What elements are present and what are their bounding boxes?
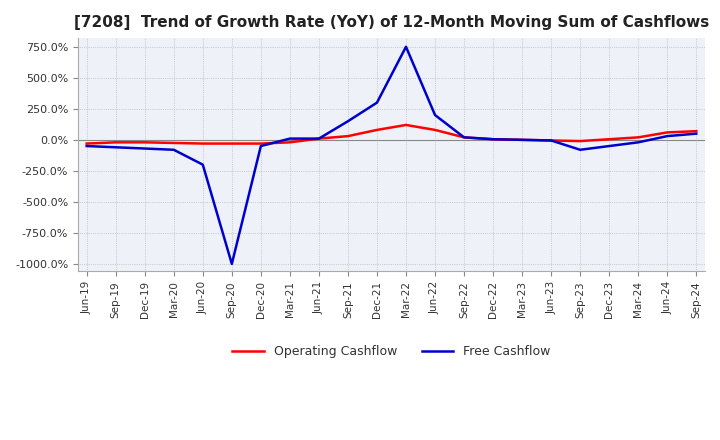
Free Cashflow [634, 139, 642, 145]
Free Cashflow [546, 138, 555, 143]
Operating Cashflow [286, 139, 294, 145]
Free Cashflow [489, 136, 498, 142]
Operating Cashflow [228, 141, 236, 146]
Operating Cashflow [605, 136, 613, 142]
Operating Cashflow [343, 133, 352, 139]
Operating Cashflow [489, 136, 498, 142]
Operating Cashflow [140, 139, 149, 145]
Operating Cashflow [431, 127, 439, 132]
Operating Cashflow [634, 135, 642, 140]
Free Cashflow [402, 44, 410, 49]
Free Cashflow [663, 133, 672, 139]
Line: Free Cashflow: Free Cashflow [86, 47, 696, 264]
Free Cashflow [343, 119, 352, 124]
Operating Cashflow [169, 140, 178, 146]
Legend: Operating Cashflow, Free Cashflow: Operating Cashflow, Free Cashflow [228, 340, 556, 363]
Operating Cashflow [199, 141, 207, 146]
Operating Cashflow [256, 141, 265, 146]
Free Cashflow [228, 261, 236, 267]
Free Cashflow [256, 143, 265, 149]
Free Cashflow [692, 131, 701, 136]
Operating Cashflow [112, 139, 120, 145]
Free Cashflow [140, 146, 149, 151]
Operating Cashflow [663, 130, 672, 135]
Free Cashflow [169, 147, 178, 152]
Operating Cashflow [518, 137, 526, 143]
Operating Cashflow [546, 138, 555, 143]
Free Cashflow [199, 162, 207, 167]
Operating Cashflow [402, 122, 410, 128]
Operating Cashflow [576, 139, 585, 144]
Operating Cashflow [373, 127, 382, 132]
Operating Cashflow [82, 141, 91, 146]
Free Cashflow [112, 145, 120, 150]
Free Cashflow [431, 112, 439, 117]
Line: Operating Cashflow: Operating Cashflow [86, 125, 696, 143]
Free Cashflow [576, 147, 585, 152]
Free Cashflow [286, 136, 294, 141]
Free Cashflow [373, 100, 382, 105]
Free Cashflow [518, 137, 526, 143]
Free Cashflow [82, 143, 91, 149]
Free Cashflow [315, 136, 323, 141]
Operating Cashflow [460, 135, 469, 140]
Free Cashflow [460, 135, 469, 140]
Operating Cashflow [315, 136, 323, 141]
Operating Cashflow [692, 128, 701, 134]
Free Cashflow [605, 143, 613, 149]
Title: [7208]  Trend of Growth Rate (YoY) of 12-Month Moving Sum of Cashflows: [7208] Trend of Growth Rate (YoY) of 12-… [74, 15, 709, 30]
